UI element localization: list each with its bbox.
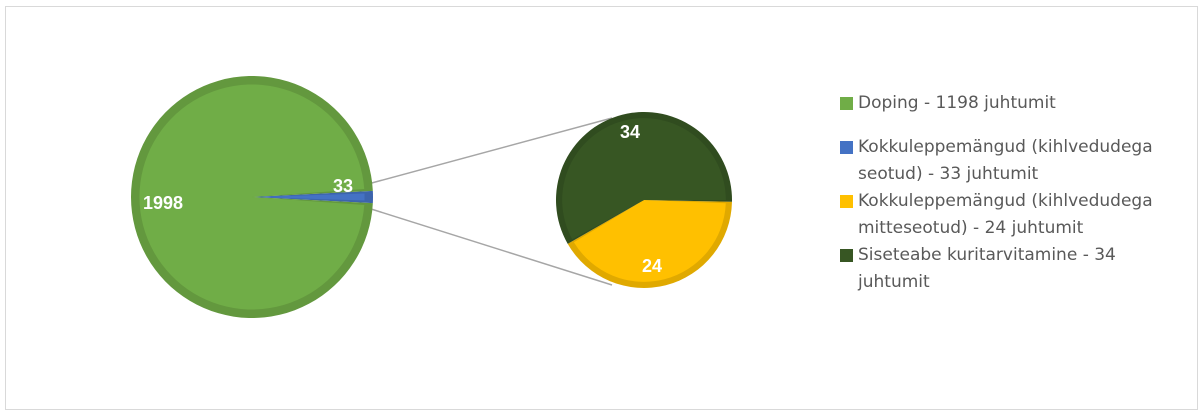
- data-label-1998: 1998: [143, 193, 183, 213]
- legend-swatch: [840, 249, 853, 262]
- secondary-slice-face-24: [573, 200, 726, 282]
- data-label-33: 33: [333, 176, 353, 196]
- main-pie: [130, 75, 373, 318]
- legend-item-non-betting: Kokkuleppemängud (kihlvedudega mitteseot…: [840, 188, 1180, 242]
- data-label-24: 24: [642, 256, 662, 276]
- legend-item-betting-related: Kokkuleppemängud (kihlvedudega seotud) -…: [840, 134, 1180, 188]
- secondary-slice-face-34: [562, 118, 726, 240]
- legend-swatch: [840, 141, 853, 154]
- connector-line-top: [367, 117, 613, 185]
- main-slice-face-33: [252, 193, 365, 201]
- legend-item-doping: Doping - 1198 juhtumit: [840, 90, 1180, 117]
- secondary-pie: [556, 112, 733, 289]
- legend-item-insider: Siseteabe kuritarvitamine - 34 juhtumit: [840, 242, 1180, 296]
- legend-label: Doping - 1198 juhtumit: [858, 93, 1056, 113]
- legend-label: Kokkuleppemängud (kihlvedudega mitteseot…: [858, 191, 1153, 238]
- legend-swatch: [840, 97, 853, 110]
- main-slice-face-1998: [139, 84, 365, 310]
- legend-label: Kokkuleppemängud (kihlvedudega seotud) -…: [858, 137, 1153, 184]
- legend-label: Siseteabe kuritarvitamine - 34 juhtumit: [858, 245, 1116, 292]
- legend-swatch: [840, 195, 853, 208]
- data-label-34: 34: [620, 122, 640, 142]
- connector-line-bottom: [367, 207, 613, 286]
- legend: Doping - 1198 juhtumit Kokkuleppemängud …: [840, 90, 1180, 296]
